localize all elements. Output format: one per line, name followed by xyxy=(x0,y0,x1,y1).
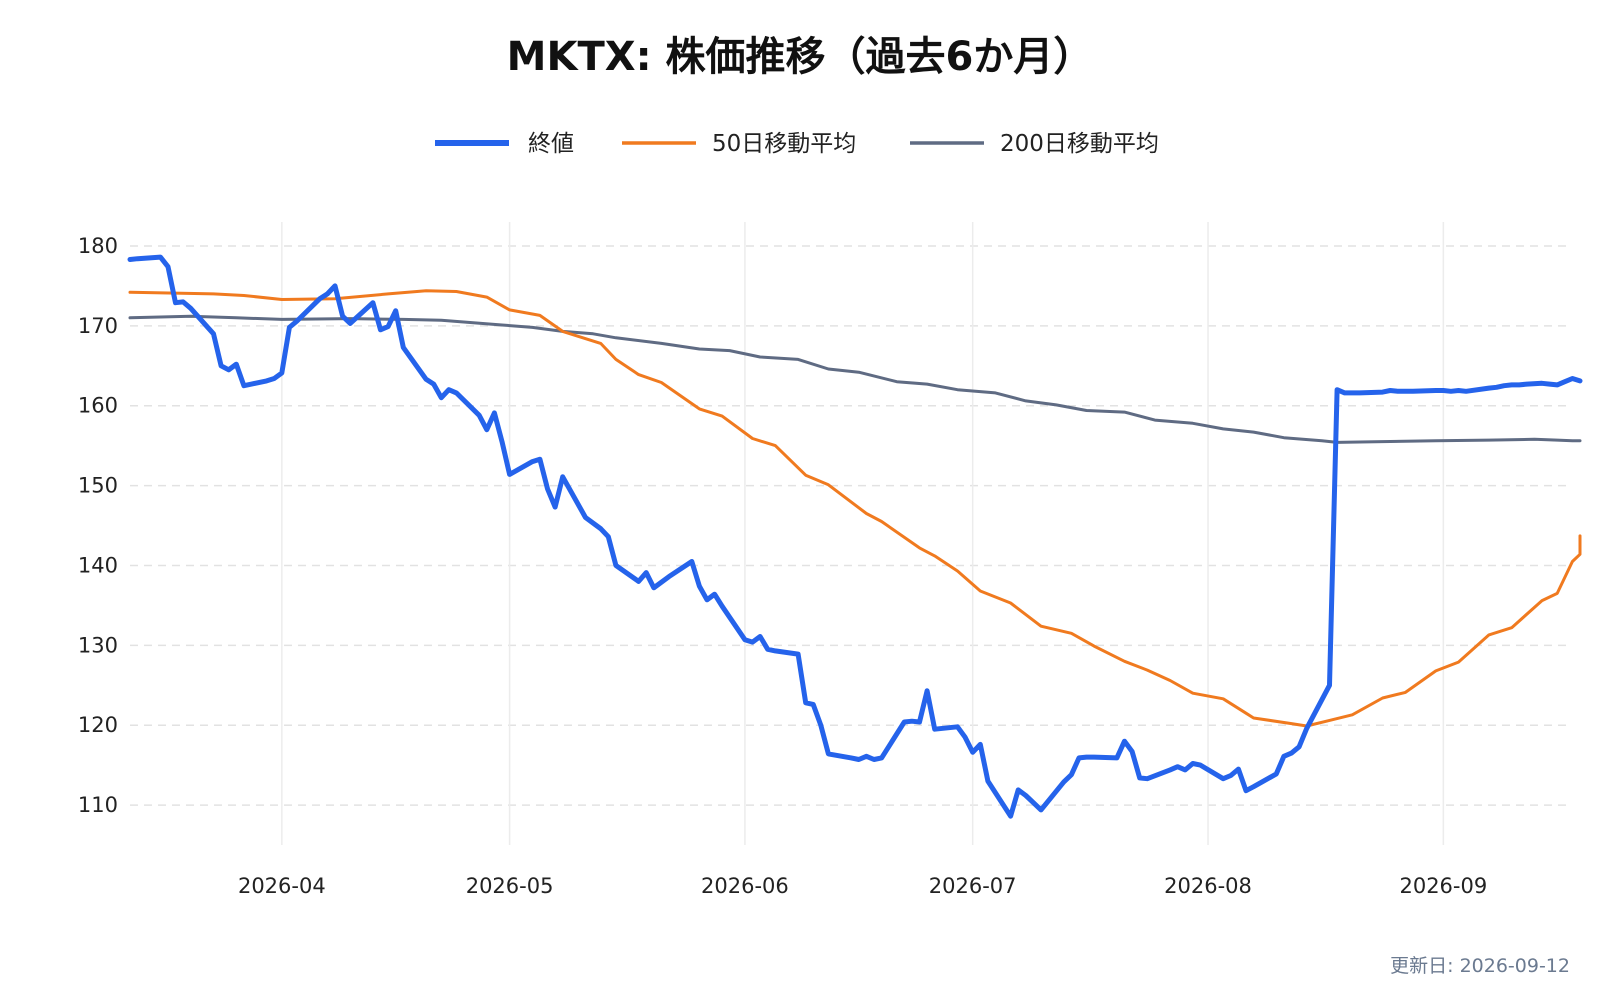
series-layer xyxy=(127,254,1583,819)
x-tick-label: 2026-08 xyxy=(1164,874,1252,898)
x-tick-label: 2026-07 xyxy=(929,874,1017,898)
legend-label: 200日移動平均 xyxy=(1000,131,1159,157)
y-tick-label: 140 xyxy=(78,553,118,577)
legend-label: 終値 xyxy=(528,131,574,157)
legend-item-0: 終値 xyxy=(435,131,574,157)
y-tick-label: 160 xyxy=(78,394,118,418)
updated-date-label: 更新日: 2026-09-12 xyxy=(1390,955,1570,977)
x-tick-label: 2026-04 xyxy=(238,874,326,898)
series-line-2 xyxy=(128,314,1582,444)
grid-lines xyxy=(130,222,1570,845)
x-tick-label: 2026-09 xyxy=(1399,874,1487,898)
chart-legend: 終値 50日移動平均 200日移動平均 xyxy=(435,131,1159,157)
series-line-0 xyxy=(127,254,1583,819)
y-tick-label: 180 xyxy=(78,234,118,258)
x-tick-label: 2026-05 xyxy=(466,874,554,898)
legend-item-2: 200日移動平均 xyxy=(910,131,1159,157)
y-axis: 110 120 130 140 150 160 170 180 xyxy=(78,234,118,817)
y-tick-label: 110 xyxy=(78,793,118,817)
y-tick-label: 170 xyxy=(78,314,118,338)
x-axis: 2026-04 2026-05 2026-06 2026-07 2026-08 2026-… xyxy=(238,874,1487,898)
y-tick-label: 120 xyxy=(78,713,118,737)
x-tick-label: 2026-06 xyxy=(701,874,789,898)
y-tick-label: 150 xyxy=(78,474,118,498)
series-line-1 xyxy=(128,289,1582,728)
y-tick-label: 130 xyxy=(78,633,118,657)
chart-title: MKTX: 株価推移（過去6か月） xyxy=(507,34,1094,80)
legend-label: 50日移動平均 xyxy=(712,131,856,157)
legend-item-1: 50日移動平均 xyxy=(622,131,856,157)
